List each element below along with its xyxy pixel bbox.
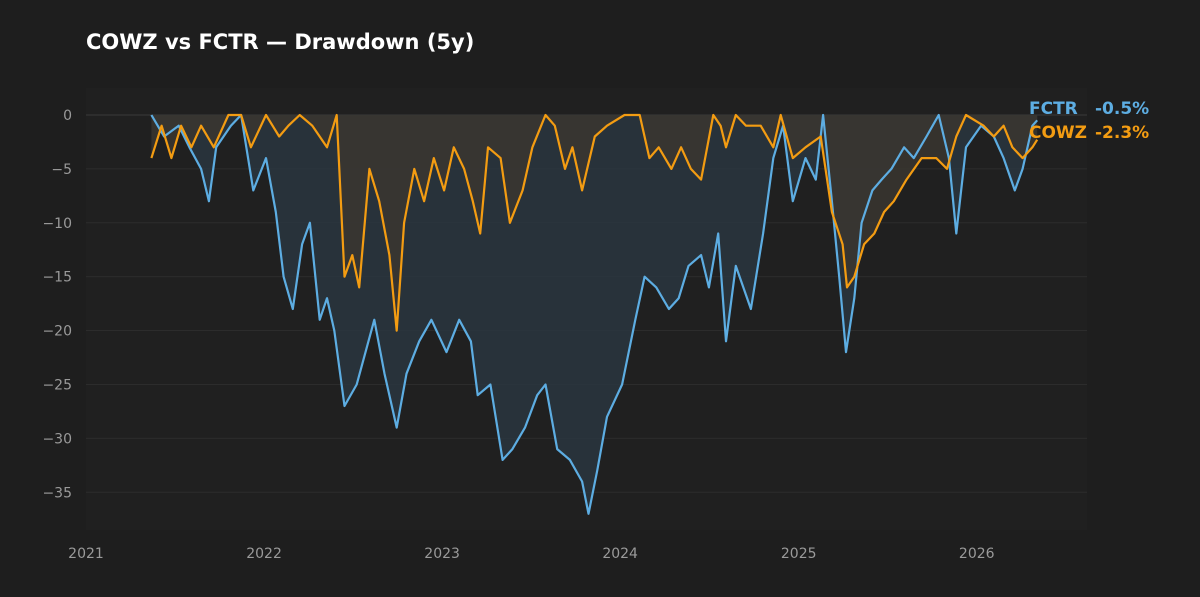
y-tick-label: −15 [42, 270, 72, 286]
x-tick-label: 2024 [602, 546, 638, 562]
x-tick-label: 2026 [959, 546, 995, 562]
drawdown-lines [150, 113, 1039, 515]
chart-title: COWZ vs FCTR — Drawdown (5y) [86, 30, 475, 54]
legend-name-fctr: FCTR [1029, 99, 1078, 119]
x-tick-label: 2023 [424, 546, 460, 562]
area-fctr [151, 115, 1038, 514]
legend-value-cowz: -2.3% [1095, 123, 1149, 143]
x-tick-label: 2025 [781, 546, 817, 562]
x-tick-label: 2022 [246, 546, 282, 562]
y-tick-label: −30 [42, 431, 72, 447]
line-cowz [150, 113, 1039, 332]
legend-value-fctr: -0.5% [1095, 99, 1149, 119]
line-fctr [150, 113, 1039, 515]
y-tick-label: −25 [42, 377, 72, 393]
area-cowz [151, 115, 1038, 331]
y-tick-label: −10 [42, 216, 72, 232]
y-tick-label: −35 [42, 485, 72, 501]
legend: FCTR -0.5% COWZ -2.3% [1029, 99, 1149, 143]
y-tick-label: −20 [42, 324, 72, 340]
legend-name-cowz: COWZ [1029, 123, 1087, 143]
drawdown-areas [151, 115, 1038, 514]
axis-ticks: 0 −5 −10 −15 −20 −25 −30 −35 2021 2022 2023 2024 202… [42, 108, 994, 562]
y-tick-label: −5 [51, 162, 72, 178]
y-tick-label: 0 [63, 108, 72, 124]
x-tick-label: 2021 [68, 546, 104, 562]
